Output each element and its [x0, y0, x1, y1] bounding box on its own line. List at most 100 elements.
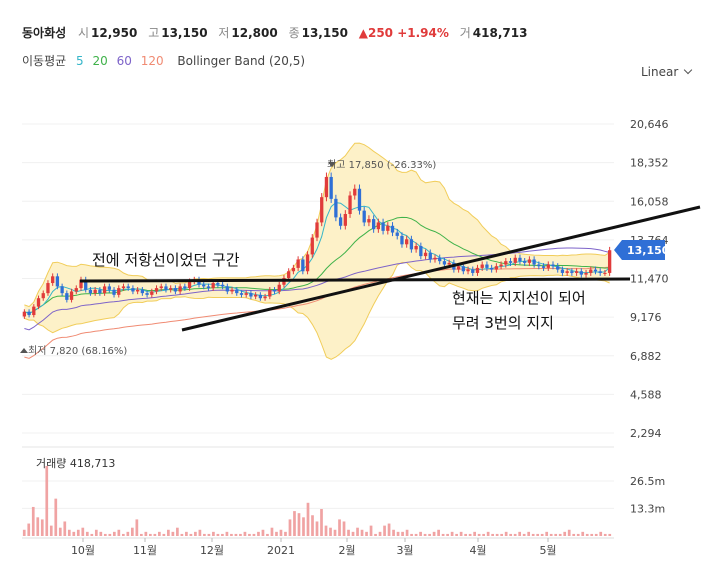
min-price-label: 최저 7,820 (68.16%): [28, 345, 127, 357]
volume-bar: [347, 529, 350, 536]
volume-bar: [468, 533, 472, 536]
close-value: 13,150: [301, 26, 348, 40]
candle: [173, 285, 178, 295]
ma-5-legend[interactable]: 5: [76, 54, 84, 68]
candle: [135, 287, 140, 295]
open-value: 12,950: [91, 26, 138, 40]
candle: [159, 283, 163, 291]
candle: [338, 213, 343, 230]
candle: [348, 191, 352, 218]
bollinger-legend[interactable]: Bollinger Band (20,5): [177, 54, 306, 68]
volume-bars: [22, 466, 612, 536]
volume-bar: [225, 531, 229, 536]
candle: [504, 258, 508, 268]
candle: [258, 292, 263, 301]
volume-bar: [342, 521, 346, 536]
support-annotation-line1: 현재는 지지선이 되어: [452, 289, 586, 307]
candle: [65, 290, 69, 303]
volume-bar: [297, 513, 301, 536]
candle: [371, 215, 376, 233]
volume-bar: [266, 533, 269, 536]
open-label: 시: [78, 26, 90, 40]
candle: [51, 273, 55, 286]
volume-bar: [590, 533, 594, 536]
candle: [523, 258, 527, 266]
current-price-tag: 13,150: [614, 240, 670, 260]
volume-bar: [414, 533, 418, 536]
candle: [419, 242, 423, 260]
candle: [36, 295, 41, 310]
volume-bar: [423, 533, 427, 536]
volume-bar: [464, 533, 467, 536]
volume-bar: [302, 517, 305, 536]
volume-bar: [117, 529, 121, 536]
volume-bar: [446, 533, 449, 536]
volume-bar: [594, 533, 598, 536]
volume-bar: [140, 533, 143, 536]
chart-header: 동아화성 시 12,950 고 13,150 저 12,800 종 13,150 ▲25…: [0, 0, 719, 80]
candle: [169, 285, 173, 293]
candle: [230, 287, 234, 295]
volume-bar: [27, 523, 31, 536]
volume-bar: [153, 533, 157, 536]
candle: [513, 254, 517, 266]
y-tick-label: 6,882: [630, 350, 662, 363]
candle: [442, 258, 447, 268]
volume-bar: [207, 533, 211, 536]
volume-bar: [576, 533, 580, 536]
candle: [405, 235, 409, 248]
month-label: 11월: [133, 544, 157, 557]
high-label: 고: [148, 26, 160, 40]
volume-bar: [455, 533, 458, 536]
stock-name: 동아화성: [22, 26, 67, 40]
bollinger-band-area: [24, 143, 610, 360]
candle: [164, 283, 168, 293]
volume-bar: [149, 533, 152, 536]
indicator-legend: 이동평균 5 20 60 120 Bollinger Band (20,5): [22, 52, 305, 69]
ma-20-legend[interactable]: 20: [92, 54, 108, 68]
volume-bar: [185, 531, 188, 536]
current-price-value: 13,150: [627, 244, 670, 257]
candle: [117, 285, 121, 298]
candle: [471, 266, 475, 276]
support-annotation-line2: 무려 3번의 지지: [452, 314, 554, 332]
month-label: 5월: [539, 544, 556, 557]
candle: [423, 249, 428, 260]
candle: [112, 287, 116, 298]
candle: [131, 285, 135, 295]
volume-bar: [31, 506, 35, 536]
moving-average-label[interactable]: 이동평균: [22, 54, 67, 68]
candle: [206, 283, 211, 291]
volume-bar: [437, 529, 440, 536]
volume-bar: [572, 533, 576, 536]
gridlines: [22, 123, 614, 434]
candle: [376, 218, 381, 233]
volume-bar: [500, 533, 504, 536]
volume-bar: [130, 527, 134, 536]
volume-bar: [189, 533, 193, 536]
candle: [494, 263, 499, 273]
candle: [225, 283, 229, 295]
candle: [74, 285, 78, 295]
y-tick-label: 16,058: [630, 195, 669, 208]
volume-bar: [401, 531, 404, 536]
y-tick-label: 18,352: [630, 157, 669, 170]
candle: [357, 184, 362, 215]
volume-bar: [585, 533, 589, 536]
volume-bar: [108, 533, 112, 536]
candle: [305, 251, 310, 275]
volume-bar: [432, 531, 436, 536]
candle: [546, 261, 550, 271]
month-label: 3월: [396, 544, 413, 557]
volume-bar: [486, 531, 490, 536]
volume-bar: [509, 533, 513, 536]
volume-bar: [221, 533, 224, 536]
volume-bar: [45, 466, 49, 536]
volume-bar: [180, 533, 184, 536]
scale-dropdown[interactable]: Linear: [641, 65, 693, 79]
ma-60-legend[interactable]: 60: [116, 54, 132, 68]
volume-bar: [567, 529, 571, 536]
ma-120-legend[interactable]: 120: [140, 54, 164, 68]
volume-bar: [49, 525, 53, 536]
